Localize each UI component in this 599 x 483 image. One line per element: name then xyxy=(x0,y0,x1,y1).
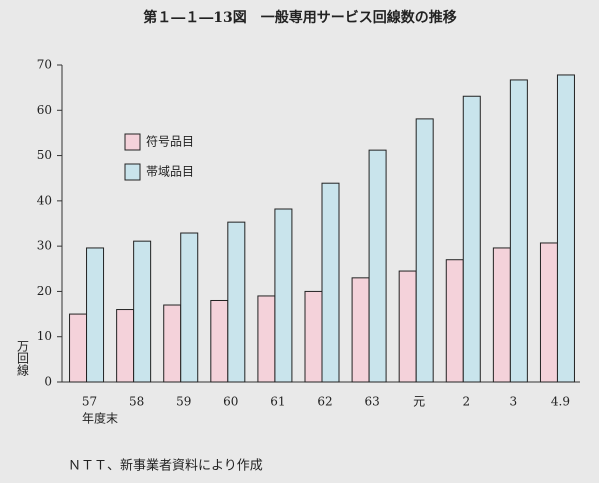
legend-label: 符号品目 xyxy=(146,134,194,149)
bar xyxy=(180,232,199,383)
bar xyxy=(274,208,293,383)
x-tick-label: 4.9 xyxy=(551,395,570,409)
x-tick-label: 58 xyxy=(129,395,144,409)
y-tick-label: 60 xyxy=(37,103,52,117)
y-tick-label: 20 xyxy=(37,284,52,298)
y-tick-label: 30 xyxy=(37,239,52,253)
bar xyxy=(415,118,434,383)
legend-swatch xyxy=(124,133,141,151)
bar xyxy=(509,79,528,383)
x-axis-label: 年度末 xyxy=(82,411,118,426)
bar xyxy=(492,247,511,383)
x-tick-label: 62 xyxy=(317,395,332,409)
x-tick-label: 3 xyxy=(510,395,518,409)
bar xyxy=(69,313,88,383)
y-tick-label: 10 xyxy=(37,329,52,343)
bar xyxy=(321,182,340,383)
x-tick-label: 60 xyxy=(223,395,238,409)
source-note: ＮＴＴ、新事業者資料により作成 xyxy=(68,458,263,474)
x-tick-label: 61 xyxy=(270,395,285,409)
x-tick-label: 2 xyxy=(462,395,470,409)
x-tick-label: 元 xyxy=(413,395,425,409)
x-tick-label: 63 xyxy=(364,395,379,409)
bar xyxy=(227,221,246,383)
bar xyxy=(163,304,182,383)
y-tick-label: 70 xyxy=(37,58,52,72)
bar xyxy=(539,242,558,383)
chart-title: 第１―１―13図 一般専用サービス回線数の推移 xyxy=(143,9,456,26)
bar xyxy=(257,295,276,383)
bar xyxy=(210,299,229,383)
x-tick-label: 57 xyxy=(82,395,97,409)
bar xyxy=(398,270,417,383)
legend-label: 帯域品目 xyxy=(146,165,194,179)
y-tick-label: 40 xyxy=(37,193,52,207)
y-tick-label: 0 xyxy=(44,375,52,389)
bar xyxy=(133,240,152,383)
bar xyxy=(351,277,370,383)
bar xyxy=(445,259,464,383)
y-tick-label: 50 xyxy=(37,148,52,162)
bar xyxy=(462,95,481,383)
bar xyxy=(556,74,575,383)
bar xyxy=(86,247,105,383)
bar xyxy=(304,290,323,383)
bar xyxy=(368,149,387,383)
y-axis-label: 万回線 xyxy=(16,340,30,376)
x-tick-label: 59 xyxy=(176,395,191,409)
bar xyxy=(116,309,135,383)
legend-swatch xyxy=(124,163,141,181)
